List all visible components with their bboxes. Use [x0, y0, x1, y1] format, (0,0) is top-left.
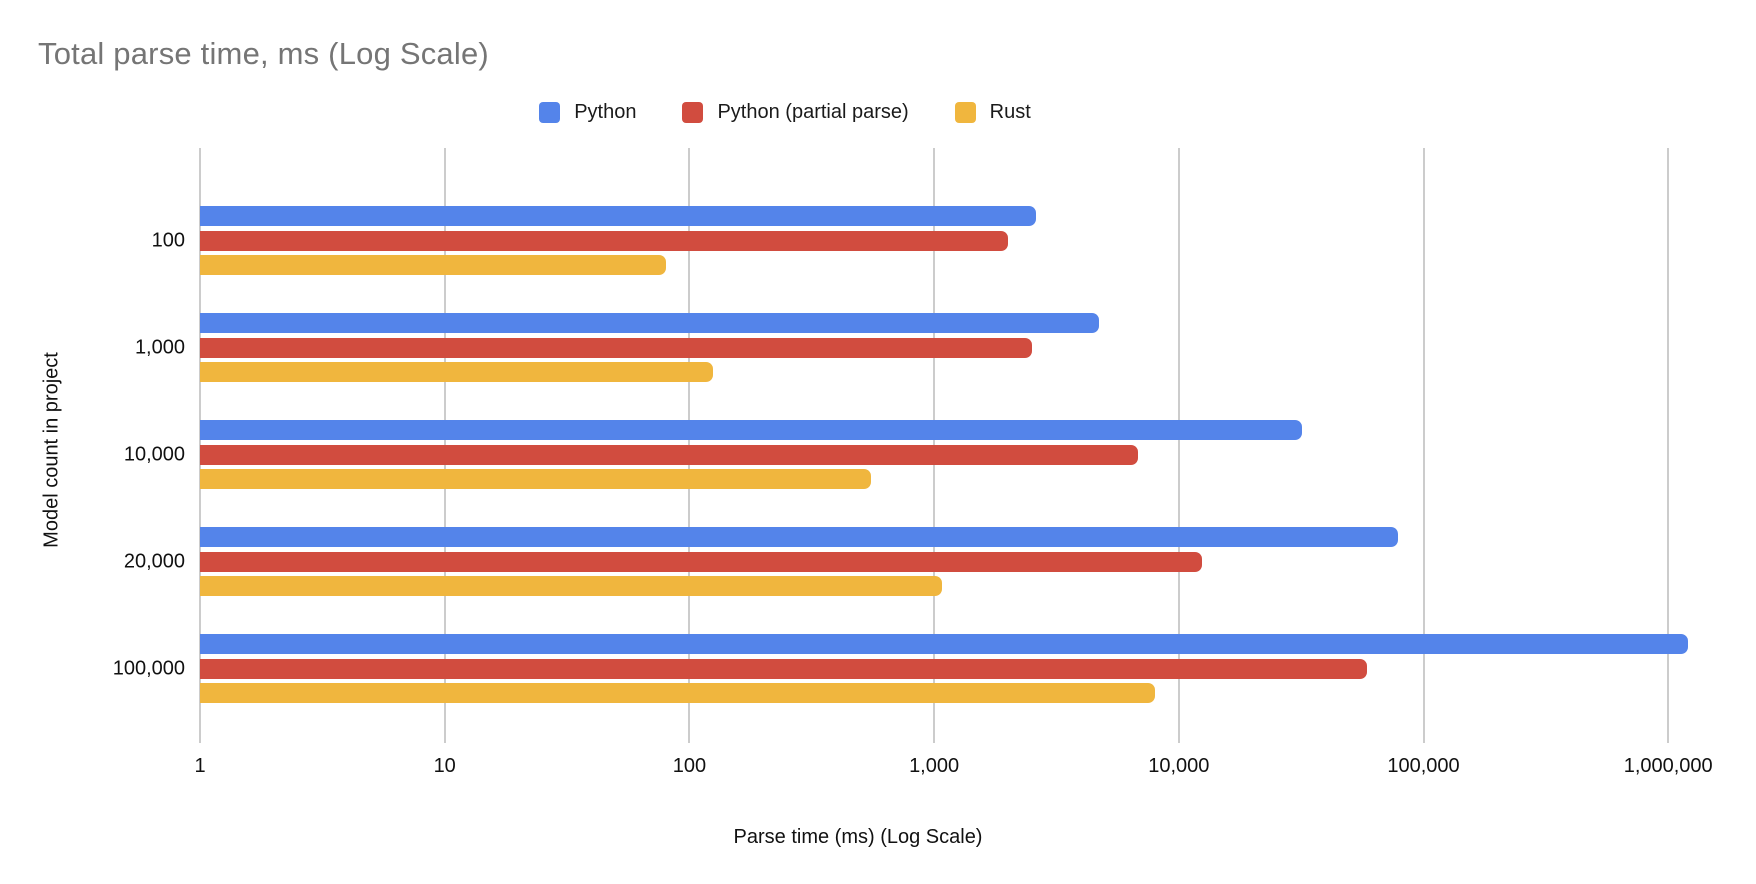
bar-python-partial-parse-1000[interactable]: [200, 338, 1032, 358]
bar-rust-100000[interactable]: [200, 683, 1156, 703]
x-tick-label: 10: [433, 755, 456, 777]
gridline: [1667, 148, 1670, 743]
x-tick-label: 10,000: [1148, 755, 1210, 777]
legend-label: Python: [574, 100, 637, 123]
bar-rust-100[interactable]: [200, 255, 666, 275]
category-label: 20,000: [123, 550, 185, 573]
x-axis-title: Parse time (ms) (Log Scale): [733, 826, 983, 848]
bar-python-100[interactable]: [200, 206, 1036, 226]
category-label: 100: [151, 229, 185, 252]
legend-item-1[interactable]: Python (partial parse): [682, 100, 909, 124]
legend-item-0[interactable]: Python: [539, 101, 636, 124]
legend-swatch-icon: [682, 101, 704, 123]
chart-legend: Python Python (partial parse) Rust: [0, 98, 1570, 126]
category-label: 100,000: [112, 657, 185, 680]
legend-swatch-icon: [539, 101, 561, 123]
x-tick-label: 100: [672, 755, 707, 777]
category-label: 10,000: [123, 443, 185, 466]
bar-python-10000[interactable]: [200, 420, 1303, 440]
x-tick-label: 1: [194, 755, 206, 777]
legend-swatch-icon: [954, 101, 976, 123]
legend-label: Rust: [989, 100, 1031, 123]
x-tick-label: 1,000,000: [1623, 755, 1713, 777]
bar-rust-1000[interactable]: [200, 362, 714, 382]
page-title: Total parse time, ms (Log Scale): [38, 36, 489, 71]
x-tick-label: 1,000: [909, 755, 960, 777]
bar-python-partial-parse-10000[interactable]: [200, 445, 1138, 465]
gridline: [1422, 148, 1425, 743]
bar-python-partial-parse-100[interactable]: [200, 231, 1008, 251]
bar-python-100000[interactable]: [200, 634, 1688, 654]
legend-label: Python (partial parse): [717, 100, 909, 123]
bar-python-partial-parse-100000[interactable]: [200, 659, 1368, 679]
category-label: 1,000: [134, 336, 185, 359]
bar-python-1000[interactable]: [200, 313, 1099, 333]
plot-area: [199, 148, 1700, 743]
bar-python-20000[interactable]: [200, 527, 1399, 547]
bar-python-partial-parse-20000[interactable]: [200, 552, 1202, 572]
bar-rust-20000[interactable]: [200, 576, 943, 596]
x-tick-label: 100,000: [1387, 755, 1460, 777]
legend-item-2[interactable]: Rust: [954, 100, 1031, 124]
bar-rust-10000[interactable]: [200, 469, 871, 489]
gridline: [1177, 148, 1180, 743]
